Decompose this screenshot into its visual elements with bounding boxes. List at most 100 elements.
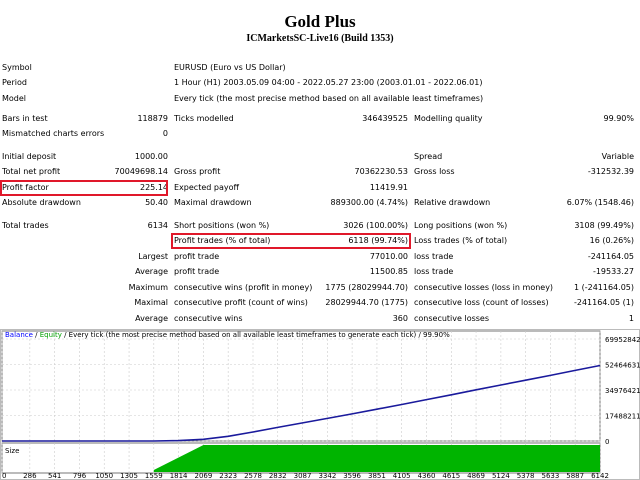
maximal-drawdown-value: 889300.00 (4.74%) bbox=[330, 198, 408, 207]
net-profit-value: 70049698.14 bbox=[114, 167, 168, 176]
x-tick-label: 3087 bbox=[294, 472, 312, 480]
x-tick-label: 4869 bbox=[467, 472, 485, 480]
deposit-label: Initial deposit bbox=[2, 152, 57, 161]
maximal-drawdown-label: Maximal drawdown bbox=[174, 198, 252, 207]
maximal-label: Maximal bbox=[134, 298, 168, 307]
x-tick-label: 4615 bbox=[442, 472, 460, 480]
profit-factor-row: Profit factor 225.14 Expected payoff 114… bbox=[0, 182, 640, 194]
y-tick-label: 0 bbox=[605, 438, 609, 446]
largest-loss-label: loss trade bbox=[414, 252, 454, 261]
profit-factor-label: Profit factor bbox=[2, 183, 49, 192]
mismatch-label: Mismatched charts errors bbox=[2, 129, 105, 138]
modelling-quality-label: Modelling quality bbox=[414, 114, 483, 123]
expected-payoff-value: 11419.91 bbox=[369, 183, 408, 192]
average-row: Average profit trade 11500.85 loss trade… bbox=[0, 266, 640, 278]
period-label: Period bbox=[2, 78, 27, 87]
gross-profit-value: 70362230.53 bbox=[354, 167, 408, 176]
net-profit-label: Total net profit bbox=[2, 167, 61, 176]
size-volume-area bbox=[153, 445, 600, 472]
average-loss-value: -19533.27 bbox=[592, 267, 634, 276]
ticks-label: Ticks modelled bbox=[174, 114, 234, 123]
ticks-value: 346439525 bbox=[362, 114, 408, 123]
relative-drawdown-label: Relative drawdown bbox=[414, 198, 491, 207]
legend-equity: Equity bbox=[39, 331, 62, 339]
relative-drawdown-value: 6.07% (1548.46) bbox=[566, 198, 634, 207]
long-positions-value: 3108 (99.49%) bbox=[574, 221, 634, 230]
bars-row: Bars in test 118879 Ticks modelled 34643… bbox=[0, 113, 640, 125]
profit-trades-value: 6118 (99.74%) bbox=[348, 236, 408, 245]
deposit-row: Initial deposit 1000.00 Spread Variable bbox=[0, 151, 640, 163]
x-tick-label: 3596 bbox=[343, 472, 361, 480]
mismatch-value: 0 bbox=[162, 129, 168, 138]
x-tick-label: 2069 bbox=[195, 472, 213, 480]
avg-consec-losses-label: consecutive losses bbox=[414, 314, 490, 323]
x-tick-label: 286 bbox=[23, 472, 37, 480]
expected-payoff-label: Expected payoff bbox=[174, 183, 239, 192]
max-consec-loss-label: consecutive loss (count of losses) bbox=[414, 298, 549, 307]
long-positions-label: Long positions (won %) bbox=[414, 221, 508, 230]
largest-label: Largest bbox=[138, 252, 168, 261]
balance-chart: 69952842 52464631 34976421 17488211 0 0 286 54… bbox=[0, 329, 640, 480]
largest-profit-label: profit trade bbox=[174, 252, 220, 261]
x-tick-label: 5887 bbox=[566, 472, 584, 480]
y-tick-label: 34976421 bbox=[605, 387, 640, 395]
x-tick-label: 541 bbox=[48, 472, 61, 480]
avg-consec-label: Average bbox=[135, 314, 168, 323]
gross-loss-label: Gross loss bbox=[414, 167, 455, 176]
short-positions-value: 3026 (100.00%) bbox=[343, 221, 408, 230]
period-value: 1 Hour (H1) 2003.05.09 04:00 - 2022.05.2… bbox=[174, 78, 483, 87]
x-tick-label: 5378 bbox=[517, 472, 535, 480]
max-consec-losses-label: consecutive losses (loss in money) bbox=[414, 283, 554, 292]
average-profit-value: 11500.85 bbox=[369, 267, 408, 276]
model-value: Every tick (the most precise method base… bbox=[174, 94, 484, 103]
average-loss-label: loss trade bbox=[414, 267, 454, 276]
total-trades-label: Total trades bbox=[2, 221, 49, 230]
largest-row: Largest profit trade 77010.00 loss trade… bbox=[0, 251, 640, 263]
symbol-value: EURUSD (Euro vs US Dollar) bbox=[174, 63, 286, 72]
x-tick-label: 1814 bbox=[170, 472, 188, 480]
profit-factor-highlight bbox=[0, 180, 168, 196]
x-tick-label: 1559 bbox=[145, 472, 163, 480]
spread-value: Variable bbox=[601, 152, 634, 161]
avg-consec-wins-label: consecutive wins bbox=[174, 314, 243, 323]
bars-value: 118879 bbox=[137, 114, 168, 123]
average-profit-label: profit trade bbox=[174, 267, 220, 276]
x-tick-label: 2832 bbox=[269, 472, 287, 480]
gross-loss-value: -312532.39 bbox=[587, 167, 634, 176]
net-profit-row: Total net profit 70049698.14 Gross profi… bbox=[0, 166, 640, 178]
report-subtitle: ICMarketsSC-Live16 (Build 1353) bbox=[246, 33, 394, 44]
avg-consec-row: Average consecutive wins 360 consecutive… bbox=[0, 313, 640, 325]
profit-factor-value: 225.14 bbox=[140, 183, 168, 192]
x-tick-label: 5124 bbox=[492, 472, 510, 480]
chart-legend: Balance / Equity / Every tick (the most … bbox=[5, 331, 450, 339]
x-tick-label: 3342 bbox=[318, 472, 336, 480]
short-positions-label: Short positions (won %) bbox=[174, 221, 270, 230]
x-tick-label: 4360 bbox=[418, 472, 436, 480]
largest-loss-value: -241164.05 bbox=[587, 252, 634, 261]
maximum-row: Maximum consecutive wins (profit in mone… bbox=[0, 282, 640, 294]
period-row: Period 1 Hour (H1) 2003.05.09 04:00 - 20… bbox=[0, 77, 640, 89]
symbol-row: Symbol EURUSD (Euro vs US Dollar) bbox=[0, 62, 640, 74]
total-trades-row: Total trades 6134 Short positions (won %… bbox=[0, 220, 640, 232]
x-tick-label: 4105 bbox=[393, 472, 411, 480]
avg-consec-wins-value: 360 bbox=[392, 314, 408, 323]
maximum-label: Maximum bbox=[128, 283, 168, 292]
max-consec-losses-value: 1 (-241164.05) bbox=[573, 283, 634, 292]
absolute-drawdown-label: Absolute drawdown bbox=[2, 198, 81, 207]
maximal-row: Maximal consecutive profit (count of win… bbox=[0, 297, 640, 309]
legend-balance: Balance bbox=[5, 331, 33, 339]
x-tick-label: 1050 bbox=[95, 472, 113, 480]
size-label: Size bbox=[5, 447, 19, 455]
y-tick-label: 52464631 bbox=[605, 362, 640, 370]
spread-label: Spread bbox=[414, 152, 443, 161]
absolute-drawdown-value: 50.40 bbox=[145, 198, 168, 207]
mismatch-row: Mismatched charts errors 0 bbox=[0, 128, 640, 140]
largest-profit-value: 77010.00 bbox=[369, 252, 408, 261]
x-tick-label: 796 bbox=[73, 472, 87, 480]
gross-profit-label: Gross profit bbox=[174, 167, 221, 176]
x-tick-label: 6142 bbox=[591, 472, 609, 480]
model-label: Model bbox=[2, 94, 27, 103]
max-consec-wins-value: 1775 (28029944.70) bbox=[325, 283, 408, 292]
report-title: Gold Plus bbox=[284, 12, 356, 31]
profit-trades-label: Profit trades (% of total) bbox=[174, 236, 271, 245]
